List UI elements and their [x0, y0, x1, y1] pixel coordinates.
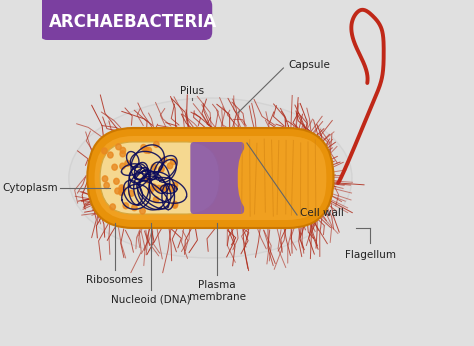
Circle shape	[163, 185, 168, 191]
Circle shape	[154, 142, 159, 147]
Circle shape	[161, 157, 167, 163]
Circle shape	[168, 186, 174, 192]
Text: Flagellum: Flagellum	[345, 250, 395, 260]
Circle shape	[104, 182, 109, 189]
Circle shape	[146, 147, 152, 153]
Text: Plasma
membrane: Plasma membrane	[189, 280, 246, 302]
Circle shape	[120, 147, 126, 153]
Circle shape	[112, 164, 118, 170]
Circle shape	[119, 189, 124, 195]
Circle shape	[145, 177, 150, 183]
Circle shape	[148, 187, 153, 193]
Circle shape	[159, 166, 164, 172]
FancyBboxPatch shape	[87, 128, 334, 228]
Circle shape	[120, 163, 125, 169]
Circle shape	[153, 197, 159, 202]
FancyBboxPatch shape	[95, 136, 326, 220]
Circle shape	[110, 204, 116, 210]
Text: ARCHAEBACTERIA: ARCHAEBACTERIA	[49, 13, 217, 31]
Text: Capsule: Capsule	[288, 60, 330, 70]
Circle shape	[116, 144, 121, 150]
Circle shape	[172, 182, 178, 188]
Circle shape	[102, 148, 107, 154]
Circle shape	[171, 158, 176, 165]
Circle shape	[156, 185, 161, 191]
Circle shape	[141, 145, 146, 151]
Circle shape	[125, 160, 130, 166]
Circle shape	[123, 203, 128, 209]
Circle shape	[144, 147, 149, 153]
Circle shape	[102, 176, 108, 182]
FancyBboxPatch shape	[40, 0, 212, 40]
Circle shape	[160, 185, 166, 191]
Circle shape	[128, 190, 134, 197]
Text: Cytoplasm: Cytoplasm	[2, 183, 58, 193]
Circle shape	[120, 151, 126, 157]
FancyBboxPatch shape	[100, 142, 219, 214]
Circle shape	[120, 187, 126, 193]
Circle shape	[132, 205, 137, 211]
Circle shape	[114, 178, 119, 184]
Text: Nucleoid (DNA): Nucleoid (DNA)	[111, 295, 191, 305]
Circle shape	[172, 202, 178, 208]
Circle shape	[151, 164, 157, 170]
Circle shape	[172, 201, 178, 207]
Circle shape	[115, 188, 120, 194]
Circle shape	[119, 185, 124, 191]
Text: Pilus: Pilus	[180, 86, 204, 96]
Text: Cell wall: Cell wall	[300, 208, 344, 218]
Circle shape	[151, 184, 156, 190]
FancyBboxPatch shape	[238, 137, 326, 219]
Text: Ribosomes: Ribosomes	[86, 275, 143, 285]
FancyBboxPatch shape	[191, 142, 244, 214]
Circle shape	[167, 163, 173, 169]
Circle shape	[140, 208, 145, 214]
Circle shape	[108, 152, 113, 158]
Ellipse shape	[69, 98, 352, 258]
